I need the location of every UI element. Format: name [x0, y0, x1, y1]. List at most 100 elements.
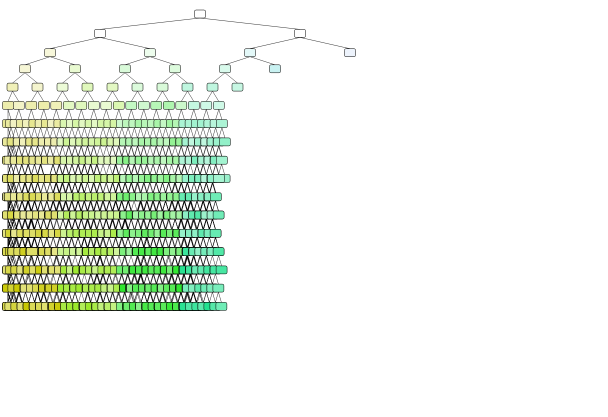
- tree-edge: [46, 292, 51, 303]
- tree-edge: [156, 127, 160, 138]
- tree-edge: [112, 90, 119, 102]
- tree-edge: [190, 200, 194, 212]
- tree-edge: [43, 255, 48, 266]
- tree-edge: [102, 255, 107, 266]
- tree-edge: [171, 255, 175, 266]
- tree-edge: [74, 292, 79, 303]
- tree-edge: [24, 200, 29, 212]
- tree-edge: [87, 90, 94, 102]
- tree-edge: [177, 127, 182, 138]
- tree-node: [344, 48, 356, 57]
- tree-edge: [102, 127, 107, 138]
- tree-edge: [43, 145, 48, 157]
- tree-edge: [24, 164, 29, 175]
- tree-edge: [84, 273, 88, 285]
- tree-node: [44, 48, 56, 57]
- tree-edge: [212, 292, 216, 303]
- tree-edge: [158, 200, 163, 212]
- tree-edge: [165, 218, 169, 230]
- tree-edge: [118, 273, 123, 285]
- tree-edge: [68, 237, 73, 248]
- tree-edge: [37, 127, 41, 138]
- tree-edge: [7, 273, 10, 285]
- tree-edge: [199, 218, 204, 230]
- tree-edge: [93, 145, 98, 157]
- tree-edge: [68, 292, 73, 303]
- tree-edge: [143, 164, 148, 175]
- tree-edge: [15, 127, 19, 138]
- tree-edge: [96, 164, 101, 175]
- tree-edge: [212, 164, 217, 175]
- tree-edge: [81, 182, 85, 193]
- tree-edge: [143, 273, 148, 285]
- tree-edge: [137, 182, 141, 193]
- tree-edge: [168, 145, 173, 157]
- tree-edge: [202, 109, 207, 120]
- tree-edge: [193, 127, 198, 138]
- tree-edge: [168, 237, 172, 248]
- tree-edge: [9, 200, 14, 212]
- tree-edge: [212, 255, 216, 266]
- tree-edge: [168, 237, 173, 248]
- tree-edge: [56, 200, 60, 212]
- tree-edge: [149, 182, 154, 193]
- tree-edge: [30, 182, 35, 193]
- tree-edge: [156, 292, 160, 303]
- tree-edge: [111, 273, 116, 285]
- tree-edge: [59, 292, 63, 303]
- tree-edge: [249, 56, 276, 65]
- tree-edge: [27, 127, 32, 138]
- tree-edge: [159, 237, 163, 248]
- tree-edge: [37, 145, 41, 157]
- tree-edge: [12, 90, 19, 102]
- tree-edge: [205, 255, 210, 266]
- tree-edge: [87, 164, 92, 175]
- tree-edge: [105, 255, 110, 266]
- tree-edge: [28, 273, 33, 285]
- tree-edge: [196, 218, 201, 230]
- tree-edge: [40, 200, 45, 212]
- tree-edge: [56, 292, 61, 303]
- tree-edge: [59, 200, 64, 212]
- tree-edge: [143, 200, 148, 212]
- tree-edge: [184, 292, 189, 303]
- tree-edge: [174, 255, 179, 266]
- tree-edge: [84, 127, 88, 138]
- tree-edge: [155, 273, 160, 285]
- tree-edge: [202, 145, 207, 157]
- tree-edge: [209, 218, 213, 230]
- tree-edge: [158, 237, 163, 248]
- tree-edge: [77, 127, 82, 138]
- tree-edge: [106, 218, 110, 230]
- tree-edge: [84, 200, 88, 212]
- tree-edge: [52, 182, 57, 193]
- tree-edge: [10, 255, 15, 266]
- tree-edge: [34, 200, 38, 212]
- tree-edge: [27, 237, 32, 248]
- tree-edge: [177, 237, 181, 248]
- tree-edge: [96, 218, 100, 230]
- tree-edge: [31, 90, 38, 102]
- tree-edge: [177, 218, 182, 230]
- tree-edge: [72, 218, 76, 230]
- tree-edge: [31, 164, 35, 175]
- tree-edge: [99, 218, 104, 230]
- tree-edge: [84, 255, 89, 266]
- tree-edge: [52, 127, 57, 138]
- tree-edge: [168, 292, 173, 303]
- tree-edge: [112, 292, 116, 303]
- tree-edge: [108, 200, 113, 212]
- tree-edge: [215, 145, 220, 157]
- tree-edge: [65, 145, 70, 157]
- tree-edge: [205, 200, 210, 212]
- tree-node: [69, 64, 81, 74]
- tree-edge: [68, 200, 72, 212]
- tree-edge: [168, 182, 173, 193]
- tree-edge: [122, 182, 126, 193]
- tree-edge: [83, 218, 88, 230]
- tree-edge: [49, 292, 54, 303]
- tree-edge: [193, 237, 198, 248]
- tree-edge: [146, 164, 151, 175]
- tree-edge: [186, 273, 191, 285]
- tree-edge: [97, 292, 101, 303]
